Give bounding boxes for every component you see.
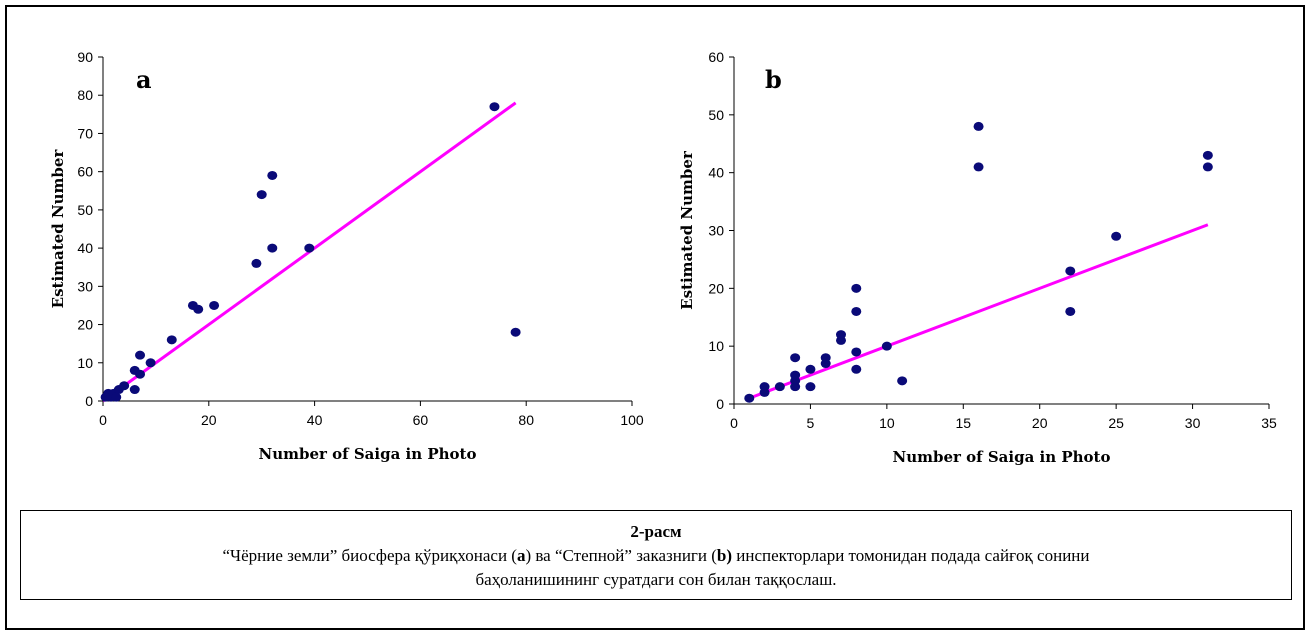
x-tick-label: 40	[307, 412, 323, 428]
data-point	[851, 283, 862, 293]
data-point	[805, 364, 816, 374]
data-point	[135, 350, 146, 360]
data-point	[111, 392, 122, 402]
x-tick-label: 100	[620, 412, 644, 428]
trendline	[748, 223, 1209, 400]
y-tick-label: 30	[708, 223, 724, 239]
y-tick-label: 20	[77, 317, 93, 333]
data-point	[119, 381, 130, 391]
data-point	[1202, 150, 1213, 160]
data-point	[209, 300, 220, 310]
y-tick-label: 10	[708, 338, 724, 354]
caption-line-1: “Чёрние земли” биосфера қўриқхонаси (a) …	[222, 546, 1089, 565]
data-point	[973, 162, 984, 172]
data-point	[1065, 266, 1076, 276]
figure-frame	[5, 5, 1305, 630]
y-tick-label: 90	[77, 49, 93, 65]
figure-caption: 2-расм “Чёрние земли” биосфера қўриқхона…	[20, 510, 1292, 600]
x-tick-label: 80	[518, 412, 534, 428]
data-point	[256, 190, 267, 200]
data-point	[193, 304, 204, 314]
y-tick-label: 30	[77, 278, 93, 294]
y-tick-label: 70	[77, 125, 93, 141]
data-point	[489, 102, 500, 112]
y-axis-title: Estimated Number	[49, 149, 67, 309]
y-tick-label: 40	[708, 165, 724, 181]
caption-text-3: инспекторлари томонидан подада сайғоқ со…	[732, 546, 1090, 565]
data-point	[851, 364, 862, 374]
caption-line-2: баҳоланишининг суратдаги сон билан таққо…	[475, 570, 837, 589]
chart-b: 0 10 20 30 40 50 60 0 5 10 15 20 25 30 35 Number of Sai…	[678, 49, 1277, 466]
x-tick-label: 5	[807, 415, 815, 431]
y-tick-label: 50	[77, 202, 93, 218]
data-point	[881, 341, 892, 351]
data-point	[251, 258, 262, 268]
caption-label-a: a	[516, 546, 526, 565]
caption-label-b: b)	[716, 546, 733, 565]
y-tick-label: 50	[708, 107, 724, 123]
data-point	[897, 376, 908, 386]
x-tick-label: 20	[1032, 415, 1048, 431]
x-axis-title: Number of Saiga in Photo	[893, 448, 1111, 466]
panel-label: b	[765, 65, 782, 94]
data-point	[790, 353, 801, 363]
x-tick-label: 25	[1108, 415, 1124, 431]
y-axis-title: Estimated Number	[678, 150, 696, 310]
data-point	[851, 306, 862, 316]
x-tick-label: 35	[1261, 415, 1277, 431]
data-point	[267, 170, 278, 180]
data-point	[790, 370, 801, 380]
x-tick-label: 20	[201, 412, 217, 428]
y-tick-label: 10	[77, 355, 93, 371]
data-point	[836, 330, 846, 340]
y-tick-label: 60	[708, 49, 724, 65]
x-tick-label: 30	[1185, 415, 1201, 431]
caption-text-2: ) ва “Степной” заказниги (	[525, 546, 717, 565]
y-tick-label: 80	[77, 87, 93, 103]
y-tick-label: 60	[77, 164, 93, 180]
data-point	[1065, 306, 1076, 316]
y-tick-label: 0	[85, 393, 93, 409]
data-point	[973, 121, 984, 131]
data-point	[744, 393, 755, 403]
data-point	[820, 353, 831, 363]
y-tick-label: 40	[77, 240, 93, 256]
panel-label: a	[136, 65, 152, 94]
data-point	[1111, 231, 1122, 241]
data-point	[145, 358, 156, 368]
x-axis-title: Number of Saiga in Photo	[259, 445, 477, 463]
caption-heading: 2-расм	[630, 522, 682, 541]
y-tick-label: 0	[716, 396, 724, 412]
data-point	[851, 347, 862, 357]
data-point	[304, 243, 315, 253]
data-point	[166, 335, 177, 345]
y-tick-label: 20	[708, 280, 724, 296]
x-tick-label: 60	[413, 412, 429, 428]
data-point	[1202, 162, 1213, 172]
data-point	[774, 382, 785, 392]
data-point	[135, 369, 146, 379]
x-tick-label: 10	[879, 415, 895, 431]
x-tick-label: 0	[730, 415, 738, 431]
data-point	[759, 382, 770, 392]
data-point	[805, 382, 816, 392]
data-point	[510, 327, 521, 337]
data-point	[267, 243, 278, 253]
x-tick-label: 0	[99, 412, 107, 428]
chart-a: 0 10 20 30 40 50 60 70 80 90 0 20 40 60 80 100 Number of…	[49, 49, 644, 463]
x-tick-label: 15	[955, 415, 971, 431]
caption-text-1: “Чёрние земли” биосфера қўриқхонаси (	[222, 546, 517, 565]
data-point	[129, 385, 140, 395]
